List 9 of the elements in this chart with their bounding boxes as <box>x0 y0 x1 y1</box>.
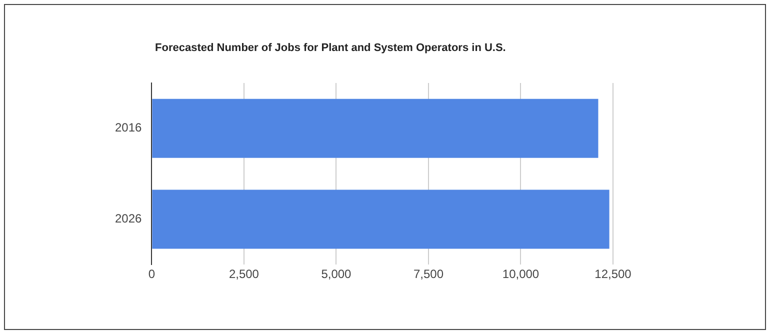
x-tick-label: 0 <box>148 267 156 282</box>
x-tick-label: 10,000 <box>502 267 540 282</box>
y-tick-label: 2016 <box>114 120 142 135</box>
x-tick-label: 5,000 <box>321 267 352 282</box>
chart-title: Forecasted Number of Jobs for Plant and System Operators in U.S. <box>155 42 506 54</box>
x-tick-label: 2,500 <box>228 267 260 282</box>
y-tick-label: 2026 <box>114 212 142 226</box>
x-tick-label: 7,500 <box>413 267 444 282</box>
x-tick-label: 12,500 <box>594 267 632 282</box>
